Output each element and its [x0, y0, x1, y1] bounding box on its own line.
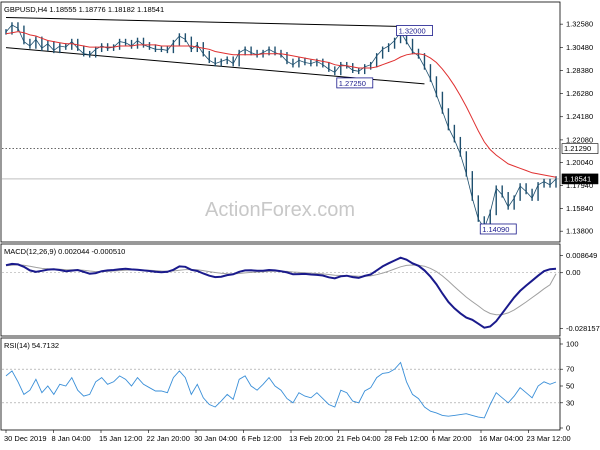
price-y-tick-label: 1.13800	[566, 227, 593, 236]
y-axis-labels: 1.32580 1.30480 1.28380 1.26280 1.24180 1.220…	[560, 20, 600, 433]
annotation-box	[336, 77, 374, 89]
annotation-label: 1.32000	[399, 27, 426, 36]
rsi-y-tick-label: 100	[566, 340, 579, 349]
watermark: ActionForex.com	[205, 199, 355, 221]
x-tick-label: 30 Jan 04:00	[194, 434, 237, 443]
price-y-tick-label: 1.20040	[566, 158, 593, 167]
price-y-tick-label: 1.26280	[566, 89, 593, 98]
price-panel-frame	[0, 1, 561, 243]
current-price-box-label: 1.18541	[564, 174, 591, 183]
rsi-line	[5, 361, 557, 419]
price-y-tick-label: 1.22080	[566, 135, 593, 144]
x-tick-label: 28 Feb 12:00	[384, 434, 428, 443]
dotted-level-box	[561, 143, 599, 154]
macd-line	[5, 256, 557, 329]
x-tick-label: 15 Jan 12:00	[99, 434, 142, 443]
macd-header: MACD(12,26,9) 0.002044 -0.000510	[4, 247, 125, 256]
price-y-tick-label: 1.15840	[566, 204, 593, 213]
macd-panel-frame	[0, 243, 561, 337]
rsi-panel-frame	[0, 337, 561, 431]
macd-y-tick-label: 0.008649	[566, 251, 597, 260]
price-header: GBPUSD,H4 1.18555 1.18776 1.18182 1.1854…	[4, 5, 164, 14]
x-tick-label: 22 Jan 20:00	[147, 434, 190, 443]
dotted-level-box-label: 1.21290	[564, 144, 591, 153]
price-y-tick-label: 1.32580	[566, 20, 593, 29]
upper-trendline	[5, 17, 425, 28]
moving-average-line	[5, 31, 557, 178]
x-tick-label: 6 Mar 20:00	[432, 434, 472, 443]
x-tick-label: 8 Jan 04:00	[52, 434, 91, 443]
annotation-label: 1.14090	[482, 225, 509, 234]
x-tick-label: 21 Feb 04:00	[337, 434, 381, 443]
rsi-y-tick-label: 70	[566, 365, 574, 374]
annotation-label: 1.27250	[339, 79, 366, 88]
rsi-y-tick-label: 30	[566, 398, 574, 407]
x-axis-labels: 30 Dec 2019 8 Jan 04:00 15 Jan 12:00 22 Jan…	[4, 430, 571, 443]
rsi-y-tick-label: 0	[566, 424, 570, 433]
price-line	[5, 24, 557, 229]
annotation-box	[396, 25, 433, 36]
macd-y-tick-label: -0.028157	[566, 324, 600, 333]
annotation-box	[479, 223, 517, 235]
x-tick-label: 13 Feb 20:00	[289, 434, 333, 443]
x-tick-label: 16 Mar 04:00	[479, 434, 523, 443]
price-y-tick-label: 1.28380	[566, 66, 593, 75]
rsi-header: RSI(14) 54.7132	[4, 341, 59, 350]
rsi-y-tick-label: 50	[566, 382, 574, 391]
rsi-layer	[2, 361, 559, 419]
x-tick-label: 23 Mar 12:00	[527, 434, 571, 443]
macd-layer	[2, 256, 559, 329]
price-y-tick-label: 1.24180	[566, 112, 593, 121]
price-y-tick-label: 1.30480	[566, 43, 593, 52]
price-layer: 1.32000 1.27250 1.14090	[2, 17, 559, 235]
macd-y-tick-label: 0.00	[566, 268, 581, 277]
price-y-tick-label: 1.17940	[566, 181, 593, 190]
x-tick-label: 6 Feb 12:00	[242, 434, 282, 443]
x-tick-label: 30 Dec 2019	[4, 434, 47, 443]
current-price-box	[561, 173, 599, 185]
